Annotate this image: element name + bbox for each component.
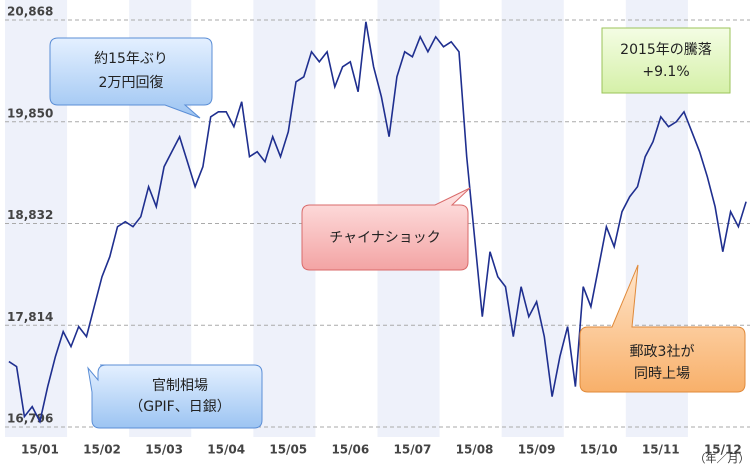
price-line: [8, 21, 747, 424]
x-tick-label: 15/08: [456, 443, 494, 457]
x-tick-label: 15/09: [518, 443, 556, 457]
callout-box: [601, 27, 731, 94]
annotation: （GPIF、日銀）: [129, 399, 230, 415]
x-tick-label: 15/07: [394, 443, 432, 457]
callout-box: [49, 37, 213, 119]
callouts: 約15年ぶり 2万円回復 官制相場 （GPIF、日銀） チャイナショック 201…: [49, 27, 746, 429]
y-tick-label: 16,796: [7, 412, 53, 426]
y-tick-label: 17,814: [7, 310, 53, 324]
annotation: +9.1%: [642, 64, 689, 80]
annotation: 同時上場: [634, 366, 690, 382]
callout-box: [579, 264, 746, 393]
annotation: 約15年ぶり: [94, 51, 168, 67]
y-tick-label: 20,868: [7, 5, 53, 19]
callout-box: [301, 187, 471, 271]
plot: [8, 21, 747, 424]
annotation: 2万円回復: [99, 74, 164, 91]
x-tick-label: 15/10: [580, 443, 618, 457]
x-tick-label: 15/11: [642, 443, 680, 457]
x-tick-label: 15/01: [21, 443, 59, 457]
annotation: 2015年の騰落: [620, 41, 712, 58]
band: [501, 0, 564, 437]
annotation: チャイナショック: [329, 230, 441, 246]
x-tick-label: 15/05: [269, 443, 307, 457]
callout-box: [87, 364, 263, 429]
y-tick-label: 19,850: [7, 106, 53, 120]
annotation: 官制相場: [152, 378, 208, 394]
x-axis-label: （年／月）: [695, 451, 750, 465]
x-tick-label: 15/02: [83, 443, 121, 457]
x-tick-label: 15/03: [145, 443, 183, 457]
x-tick-label: 15/06: [331, 443, 369, 457]
y-tick-label: 18,832: [7, 208, 53, 222]
annotation: 郵政3社が: [630, 344, 695, 360]
x-tick-label: 15/04: [207, 443, 245, 457]
x-tick-label: 15/12: [704, 443, 742, 457]
